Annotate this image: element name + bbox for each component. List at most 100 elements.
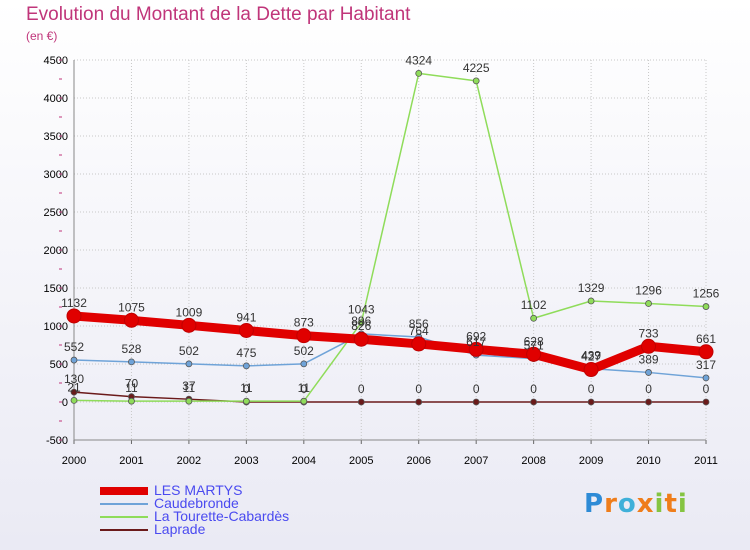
data-point-les-martys <box>411 336 427 352</box>
data-label-la-tourette-cabardes: 1329 <box>578 281 605 295</box>
x-tick-label: 2007 <box>464 455 488 467</box>
data-point-les-martys <box>583 362 599 378</box>
data-label-laprade: 0 <box>703 382 710 396</box>
logo-letter: o <box>617 489 637 519</box>
legend: LES MARTYS Caudebronde La Tourette-Cabar… <box>100 482 289 537</box>
data-label-les-martys: 661 <box>696 332 716 346</box>
data-point-caudebronde <box>185 360 193 368</box>
data-label-caudebronde: 475 <box>236 346 256 360</box>
data-label-laprade: 0 <box>358 382 365 396</box>
legend-item-la-tourette-cabardes: La Tourette-Cabardès <box>100 509 289 523</box>
y-tick-label: 3000 <box>44 169 68 181</box>
data-label-caudebronde: 571 <box>524 339 544 353</box>
data-point-la-tourette-cabardes <box>128 397 135 405</box>
x-tick-label: 2009 <box>579 455 603 467</box>
logo-letter: r <box>604 489 618 519</box>
data-label-les-martys: 826 <box>351 319 371 333</box>
data-label-la-tourette-cabardes: 1102 <box>521 298 547 312</box>
data-label-la-tourette-cabardes: 1296 <box>635 284 662 298</box>
data-point-la-tourette-cabardes <box>702 303 710 310</box>
logo-letter: P <box>584 489 605 519</box>
data-point-les-martys <box>238 322 254 338</box>
x-tick-label: 2011 <box>694 455 718 467</box>
data-point-laprade <box>645 398 652 406</box>
data-label-caudebronde: 528 <box>121 342 141 356</box>
data-label-caudebronde: 552 <box>64 340 84 354</box>
data-point-les-martys <box>123 312 139 328</box>
data-label-laprade: 0 <box>300 382 307 396</box>
logo-letter: i <box>654 489 665 519</box>
data-point-laprade <box>70 388 78 396</box>
x-tick-label: 2006 <box>406 455 430 467</box>
data-label-les-martys: 941 <box>236 310 256 324</box>
y-tick-label: 0 <box>62 397 68 409</box>
data-point-les-martys <box>296 328 312 344</box>
y-tick-label: 3500 <box>44 131 68 143</box>
legend-item-les-martys: LES MARTYS <box>100 482 289 498</box>
data-label-les-martys: 733 <box>639 326 659 340</box>
legend-swatch-les-martys <box>100 486 148 495</box>
data-label-laprade: 37 <box>182 379 196 393</box>
chart-subtitle: (en €) <box>26 29 58 43</box>
line-chart: -500 0 500 1000 1500 2000 2500 3000 3500 4000 4500… <box>44 53 720 467</box>
data-point-laprade <box>472 398 480 406</box>
x-tick-label: 2004 <box>292 455 316 467</box>
data-label-laprade: 0 <box>530 382 537 396</box>
data-label-laprade: 70 <box>125 377 139 391</box>
data-label-les-martys: 1009 <box>176 305 203 319</box>
legend-swatch-caudebronde <box>100 502 148 505</box>
logo-letter: x <box>636 489 655 519</box>
axis-layer: -500 0 500 1000 1500 2000 2500 3000 3500 4000 4500… <box>44 55 718 467</box>
data-label-les-martys: 764 <box>409 324 429 338</box>
data-label-la-tourette-cabardes: 1256 <box>693 287 720 301</box>
data-point-la-tourette-cabardes <box>530 314 538 322</box>
data-label-caudebronde: 617 <box>466 335 486 349</box>
x-tick-label: 2003 <box>234 455 258 467</box>
data-point-caudebronde <box>702 374 710 382</box>
data-label-les-martys: 692 <box>466 329 486 343</box>
grid-layer <box>73 59 707 441</box>
data-label-la-tourette-cabardes: 4225 <box>463 61 490 75</box>
data-point-les-martys <box>641 338 657 354</box>
data-point-laprade <box>530 398 538 406</box>
data-label-layer: 130 70 37 0 0 0 0 0 0 0 0 0 21 11 11 11 11 1043 4324 4225 11… <box>61 53 720 396</box>
data-label-les-martys: 1075 <box>118 300 145 314</box>
data-point-la-tourette-cabardes <box>357 319 365 327</box>
data-label-la-tourette-cabardes: 11 <box>125 381 138 395</box>
data-point-les-martys <box>698 344 714 360</box>
data-label-les-martys: 1132 <box>61 296 87 310</box>
data-point-laprade <box>357 398 365 406</box>
y-tick-label: 2500 <box>44 207 68 219</box>
y-tick-label: -500 <box>46 435 68 447</box>
data-point-caudebronde <box>645 369 652 376</box>
data-label-caudebronde: 389 <box>639 352 659 366</box>
data-point-laprade <box>702 398 710 406</box>
y-tick-label: 2000 <box>44 245 68 257</box>
data-point-la-tourette-cabardes <box>472 77 480 85</box>
x-tick-label: 2005 <box>349 455 373 467</box>
data-label-les-martys: 873 <box>294 316 314 330</box>
series-layer <box>66 69 714 406</box>
data-label-caudebronde: 502 <box>294 344 314 358</box>
data-point-la-tourette-cabardes <box>185 397 193 405</box>
data-point-les-martys <box>66 308 82 324</box>
data-point-la-tourette-cabardes <box>70 397 78 404</box>
data-point-caudebronde <box>300 360 308 368</box>
data-label-la-tourette-cabardes: 1043 <box>348 303 375 317</box>
x-tick-label: 2010 <box>636 455 660 467</box>
legend-label: Caudebronde <box>154 495 239 511</box>
legend-label: Laprade <box>154 521 206 537</box>
series-line-les-martys <box>69 311 711 375</box>
y-tick-label: 4000 <box>44 93 68 105</box>
data-label-caudebronde: 502 <box>179 344 199 358</box>
data-point-la-tourette-cabardes <box>587 297 595 305</box>
data-label-la-tourette-cabardes: 11 <box>183 381 196 395</box>
data-point-la-tourette-cabardes <box>415 69 423 77</box>
data-label-la-tourette-cabardes: 11 <box>240 381 253 395</box>
logo-letter: t <box>664 489 678 519</box>
data-label-laprade: 130 <box>64 372 84 386</box>
legend-swatch-laprade <box>100 528 148 531</box>
legend-label: LES MARTYS <box>154 482 243 498</box>
x-tick-label: 2002 <box>177 455 201 467</box>
data-point-les-martys <box>468 341 484 357</box>
